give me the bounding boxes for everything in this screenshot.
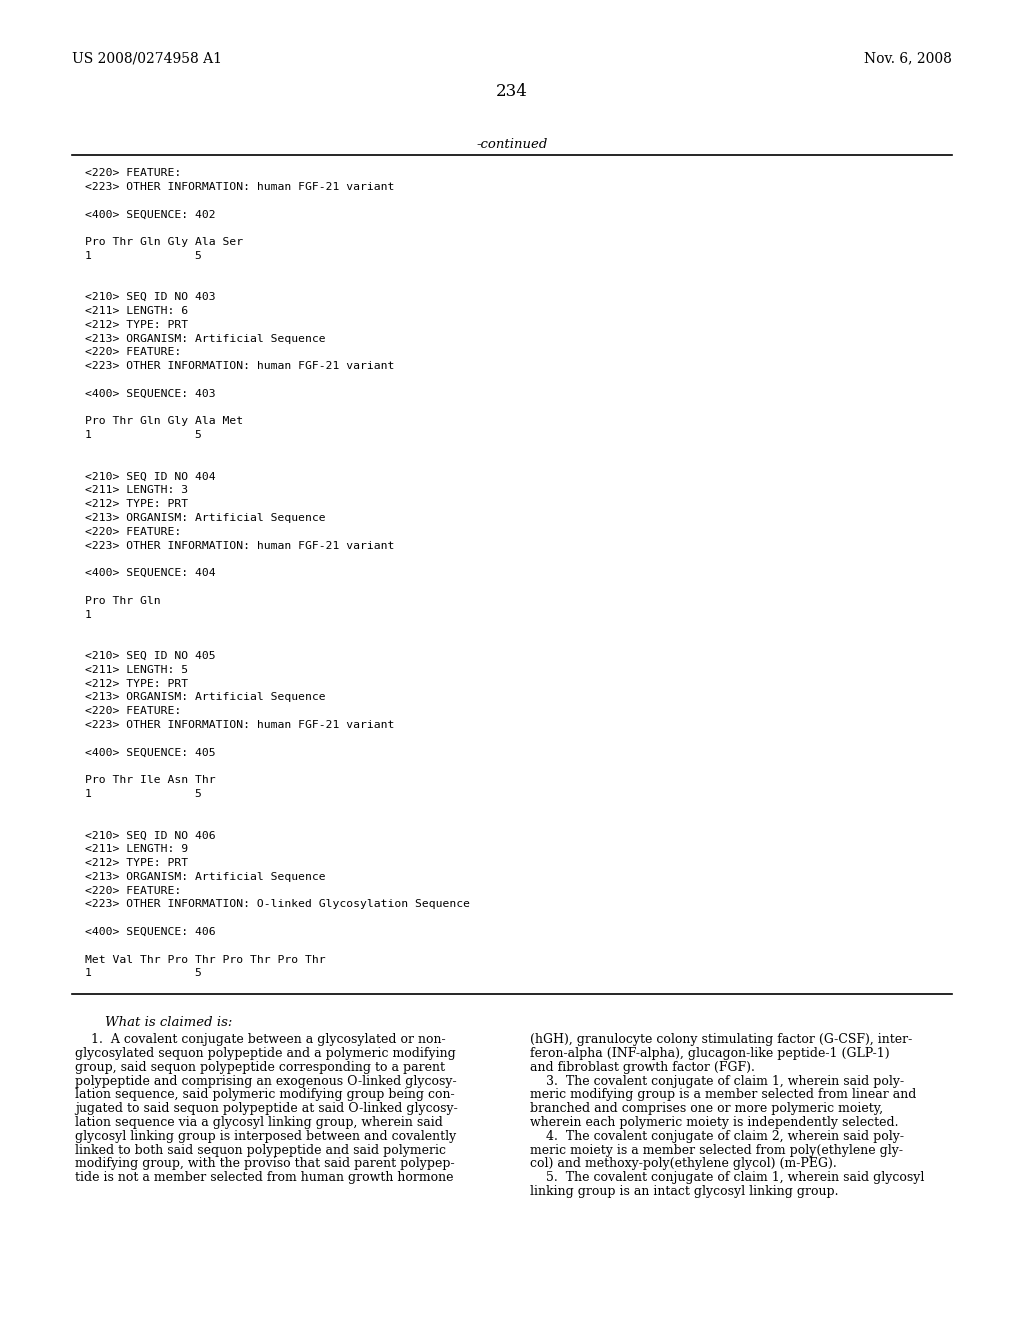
Text: <212> TYPE: PRT: <212> TYPE: PRT bbox=[85, 858, 188, 869]
Text: <213> ORGANISM: Artificial Sequence: <213> ORGANISM: Artificial Sequence bbox=[85, 693, 326, 702]
Text: <400> SEQUENCE: 404: <400> SEQUENCE: 404 bbox=[85, 568, 216, 578]
Text: linked to both said sequon polypeptide and said polymeric: linked to both said sequon polypeptide a… bbox=[75, 1143, 446, 1156]
Text: modifying group, with the proviso that said parent polypep-: modifying group, with the proviso that s… bbox=[75, 1158, 455, 1171]
Text: <213> ORGANISM: Artificial Sequence: <213> ORGANISM: Artificial Sequence bbox=[85, 513, 326, 523]
Text: <400> SEQUENCE: 402: <400> SEQUENCE: 402 bbox=[85, 210, 216, 219]
Text: (hGH), granulocyte colony stimulating factor (G-CSF), inter-: (hGH), granulocyte colony stimulating fa… bbox=[530, 1034, 912, 1047]
Text: glycosyl linking group is interposed between and covalently: glycosyl linking group is interposed bet… bbox=[75, 1130, 457, 1143]
Text: <400> SEQUENCE: 406: <400> SEQUENCE: 406 bbox=[85, 927, 216, 937]
Text: <220> FEATURE:: <220> FEATURE: bbox=[85, 706, 181, 717]
Text: <212> TYPE: PRT: <212> TYPE: PRT bbox=[85, 319, 188, 330]
Text: linking group is an intact glycosyl linking group.: linking group is an intact glycosyl link… bbox=[530, 1185, 839, 1199]
Text: jugated to said sequon polypeptide at said O-linked glycosy-: jugated to said sequon polypeptide at sa… bbox=[75, 1102, 458, 1115]
Text: <210> SEQ ID NO 404: <210> SEQ ID NO 404 bbox=[85, 471, 216, 482]
Text: <223> OTHER INFORMATION: O-linked Glycosylation Sequence: <223> OTHER INFORMATION: O-linked Glycos… bbox=[85, 899, 470, 909]
Text: Pro Thr Gln: Pro Thr Gln bbox=[85, 595, 161, 606]
Text: 3.  The covalent conjugate of claim 1, wherein said poly-: 3. The covalent conjugate of claim 1, wh… bbox=[530, 1074, 904, 1088]
Text: <220> FEATURE:: <220> FEATURE: bbox=[85, 168, 181, 178]
Text: 1               5: 1 5 bbox=[85, 789, 202, 799]
Text: 5.  The covalent conjugate of claim 1, wherein said glycosyl: 5. The covalent conjugate of claim 1, wh… bbox=[530, 1171, 925, 1184]
Text: 234: 234 bbox=[496, 83, 528, 100]
Text: <223> OTHER INFORMATION: human FGF-21 variant: <223> OTHER INFORMATION: human FGF-21 va… bbox=[85, 362, 394, 371]
Text: feron-alpha (INF-alpha), glucagon-like peptide-1 (GLP-1): feron-alpha (INF-alpha), glucagon-like p… bbox=[530, 1047, 890, 1060]
Text: meric modifying group is a member selected from linear and: meric modifying group is a member select… bbox=[530, 1089, 916, 1101]
Text: group, said sequon polypeptide corresponding to a parent: group, said sequon polypeptide correspon… bbox=[75, 1061, 445, 1073]
Text: <400> SEQUENCE: 403: <400> SEQUENCE: 403 bbox=[85, 389, 216, 399]
Text: lation sequence via a glycosyl linking group, wherein said: lation sequence via a glycosyl linking g… bbox=[75, 1115, 442, 1129]
Text: <400> SEQUENCE: 405: <400> SEQUENCE: 405 bbox=[85, 747, 216, 758]
Text: <223> OTHER INFORMATION: human FGF-21 variant: <223> OTHER INFORMATION: human FGF-21 va… bbox=[85, 182, 394, 191]
Text: <212> TYPE: PRT: <212> TYPE: PRT bbox=[85, 499, 188, 510]
Text: What is claimed is:: What is claimed is: bbox=[105, 1016, 232, 1030]
Text: <220> FEATURE:: <220> FEATURE: bbox=[85, 347, 181, 358]
Text: <211> LENGTH: 5: <211> LENGTH: 5 bbox=[85, 665, 188, 675]
Text: <210> SEQ ID NO 403: <210> SEQ ID NO 403 bbox=[85, 292, 216, 302]
Text: and fibroblast growth factor (FGF).: and fibroblast growth factor (FGF). bbox=[530, 1061, 755, 1073]
Text: <223> OTHER INFORMATION: human FGF-21 variant: <223> OTHER INFORMATION: human FGF-21 va… bbox=[85, 719, 394, 730]
Text: 1               5: 1 5 bbox=[85, 969, 202, 978]
Text: Pro Thr Ile Asn Thr: Pro Thr Ile Asn Thr bbox=[85, 775, 216, 785]
Text: Pro Thr Gln Gly Ala Ser: Pro Thr Gln Gly Ala Ser bbox=[85, 238, 243, 247]
Text: US 2008/0274958 A1: US 2008/0274958 A1 bbox=[72, 51, 222, 65]
Text: 1.  A covalent conjugate between a glycosylated or non-: 1. A covalent conjugate between a glycos… bbox=[75, 1034, 445, 1047]
Text: Met Val Thr Pro Thr Pro Thr Pro Thr: Met Val Thr Pro Thr Pro Thr Pro Thr bbox=[85, 954, 326, 965]
Text: <210> SEQ ID NO 405: <210> SEQ ID NO 405 bbox=[85, 651, 216, 661]
Text: branched and comprises one or more polymeric moiety,: branched and comprises one or more polym… bbox=[530, 1102, 883, 1115]
Text: <211> LENGTH: 9: <211> LENGTH: 9 bbox=[85, 845, 188, 854]
Text: <211> LENGTH: 3: <211> LENGTH: 3 bbox=[85, 486, 188, 495]
Text: <223> OTHER INFORMATION: human FGF-21 variant: <223> OTHER INFORMATION: human FGF-21 va… bbox=[85, 541, 394, 550]
Text: glycosylated sequon polypeptide and a polymeric modifying: glycosylated sequon polypeptide and a po… bbox=[75, 1047, 456, 1060]
Text: -continued: -continued bbox=[476, 139, 548, 152]
Text: 1: 1 bbox=[85, 610, 92, 619]
Text: polypeptide and comprising an exogenous O-linked glycosy-: polypeptide and comprising an exogenous … bbox=[75, 1074, 457, 1088]
Text: <220> FEATURE:: <220> FEATURE: bbox=[85, 886, 181, 895]
Text: tide is not a member selected from human growth hormone: tide is not a member selected from human… bbox=[75, 1171, 454, 1184]
Text: <211> LENGTH: 6: <211> LENGTH: 6 bbox=[85, 306, 188, 315]
Text: <220> FEATURE:: <220> FEATURE: bbox=[85, 527, 181, 537]
Text: <213> ORGANISM: Artificial Sequence: <213> ORGANISM: Artificial Sequence bbox=[85, 871, 326, 882]
Text: 1               5: 1 5 bbox=[85, 430, 202, 440]
Text: <213> ORGANISM: Artificial Sequence: <213> ORGANISM: Artificial Sequence bbox=[85, 334, 326, 343]
Text: lation sequence, said polymeric modifying group being con-: lation sequence, said polymeric modifyin… bbox=[75, 1089, 455, 1101]
Text: <210> SEQ ID NO 406: <210> SEQ ID NO 406 bbox=[85, 830, 216, 841]
Text: Nov. 6, 2008: Nov. 6, 2008 bbox=[864, 51, 952, 65]
Text: col) and methoxy-poly(ethylene glycol) (m-PEG).: col) and methoxy-poly(ethylene glycol) (… bbox=[530, 1158, 837, 1171]
Text: 4.  The covalent conjugate of claim 2, wherein said poly-: 4. The covalent conjugate of claim 2, wh… bbox=[530, 1130, 904, 1143]
Text: 1               5: 1 5 bbox=[85, 251, 202, 261]
Text: wherein each polymeric moiety is independently selected.: wherein each polymeric moiety is indepen… bbox=[530, 1115, 898, 1129]
Text: Pro Thr Gln Gly Ala Met: Pro Thr Gln Gly Ala Met bbox=[85, 416, 243, 426]
Text: meric moiety is a member selected from poly(ethylene gly-: meric moiety is a member selected from p… bbox=[530, 1143, 903, 1156]
Text: <212> TYPE: PRT: <212> TYPE: PRT bbox=[85, 678, 188, 689]
